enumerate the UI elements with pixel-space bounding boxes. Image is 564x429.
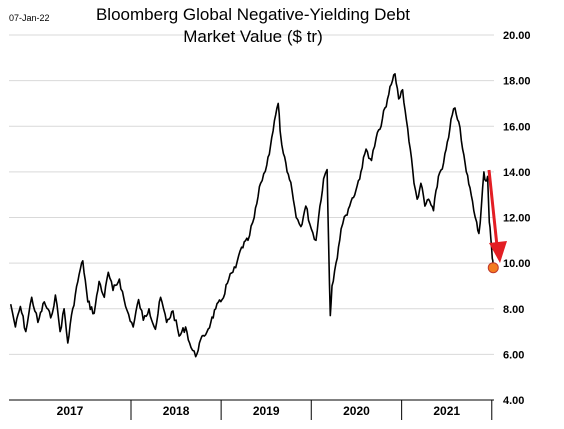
x-axis: 2017 2018 2019 2020 2021 [9,399,494,420]
y-tick-label: 6.00 [503,349,524,361]
x-tick-label: 2021 [433,404,460,418]
y-tick-label: 8.00 [503,304,524,316]
x-tick-label: 2020 [343,404,370,418]
chart-title-line-1: Bloomberg Global Negative-Yielding Debt [96,5,410,24]
x-tick-label: 2019 [253,404,280,418]
series-line [9,73,495,358]
y-tick-label: 12.00 [503,213,531,225]
date-stamp: 07-Jan-22 [9,13,50,23]
series [9,73,495,358]
y-axis-ticks: 4.00 6.00 8.00 10.00 12.00 14.00 16.00 18.00 20.… [503,30,531,407]
y-tick-label: 18.00 [503,76,531,88]
y-tick-label: 4.00 [503,395,524,407]
last-value-marker [487,262,499,274]
y-tick-label: 10.00 [503,258,531,270]
x-tick-label: 2018 [163,404,190,418]
y-tick-label: 14.00 [503,167,531,179]
down-arrow-head [489,241,507,263]
x-tick-label: 2017 [57,404,84,418]
y-tick-label: 20.00 [503,30,531,42]
chart-title-line-2: Market Value ($ tr) [183,27,323,46]
down-arrow-shaft [487,169,499,247]
annotations [487,169,507,274]
y-tick-label: 16.00 [503,121,531,133]
